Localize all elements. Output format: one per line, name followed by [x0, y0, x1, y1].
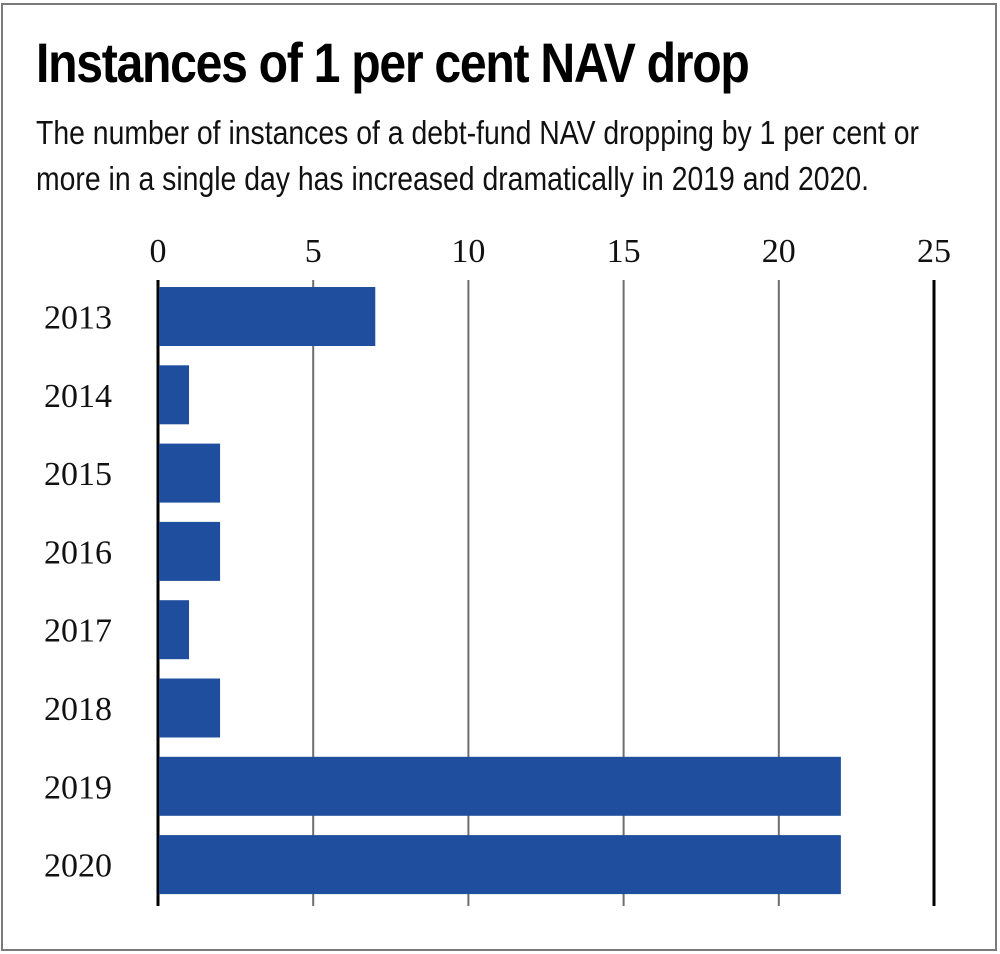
- bar-2019: [159, 756, 841, 816]
- bar-2016: [159, 521, 221, 581]
- category-label: 2015: [44, 456, 112, 493]
- category-label: 2014: [44, 378, 112, 415]
- category-label: 2013: [44, 300, 112, 337]
- bar-2018: [159, 678, 221, 738]
- chart-subtitle: The number of instances of a debt-fund N…: [36, 114, 919, 197]
- x-tick-labels: 0 5 10 15 20 25: [150, 233, 952, 270]
- bar-2013: [159, 287, 376, 346]
- bar-2020: [159, 835, 841, 895]
- category-label: 2016: [44, 534, 112, 571]
- bar-2015: [159, 443, 221, 503]
- x-tick-label: 15: [607, 233, 641, 270]
- category-label: 2017: [44, 613, 112, 650]
- chart-title: Instances of 1 per cent NAV drop: [36, 31, 750, 94]
- category-labels: 2013 2014 2015 2016 2017 2018 2019 2020: [44, 300, 112, 885]
- bar-2017: [159, 600, 190, 660]
- x-tick-label: 10: [451, 233, 485, 270]
- x-tick-label: 5: [305, 233, 322, 270]
- category-label: 2019: [44, 769, 112, 806]
- category-label: 2018: [44, 691, 112, 728]
- bars: [159, 287, 841, 895]
- category-label: 2020: [44, 848, 112, 885]
- x-tick-label: 25: [917, 233, 951, 270]
- x-tick-label: 20: [762, 233, 796, 270]
- x-tick-label: 0: [150, 233, 167, 270]
- bar-2014: [159, 365, 190, 425]
